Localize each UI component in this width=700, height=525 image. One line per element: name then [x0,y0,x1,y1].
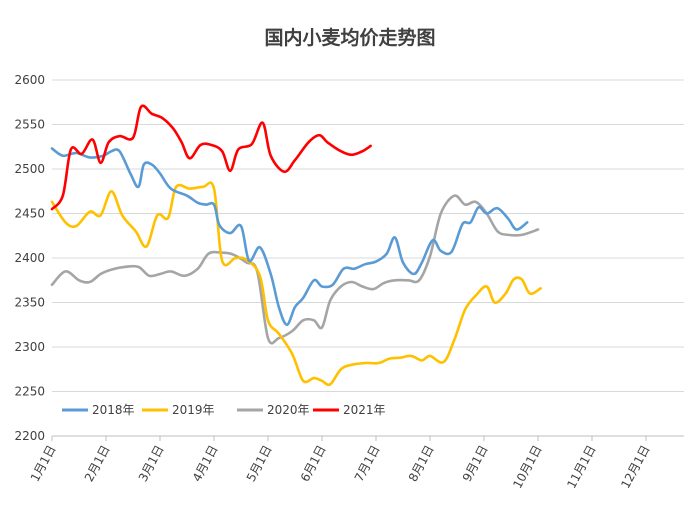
y-tick-label: 2250 [14,385,45,399]
series-line-2 [50,181,542,387]
y-tick-label: 2500 [14,162,45,176]
y-tick-label: 2450 [14,207,45,221]
legend: 2018年 2019年 2020年 2021年 [62,403,386,417]
legend-label: 2018年 [92,403,135,417]
chart-title: 国内小麦均价走势图 [264,26,435,49]
legend-label: 2020年 [267,403,310,417]
y-tick-label: 2550 [14,118,45,132]
series-line-1 [50,147,529,327]
series-line-4 [50,104,372,211]
series-lines [50,104,542,387]
legend-label: 2019年 [172,403,215,417]
y-tick-label: 2200 [14,429,45,443]
legend-label: 2021年 [343,403,386,417]
y-axis-ticks: 2200 2250 2300 2350 2400 2450 2500 2550 2600 [14,73,45,443]
y-tick-label: 2600 [14,73,45,87]
y-tick-label: 2350 [14,296,45,310]
y-tick-label: 2300 [14,340,45,354]
gridlines [52,79,684,437]
series-line-3 [50,194,540,345]
y-tick-label: 2400 [14,251,45,265]
